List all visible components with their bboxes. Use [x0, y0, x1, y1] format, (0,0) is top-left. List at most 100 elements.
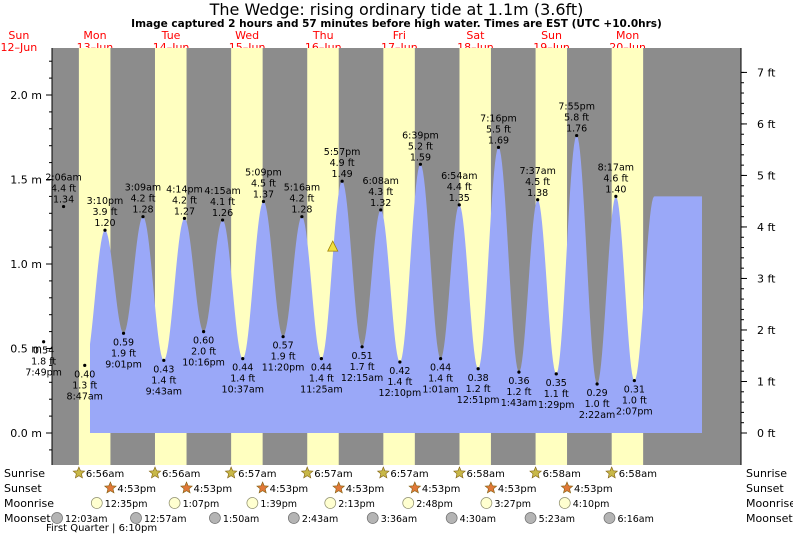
- tide-extreme-point: [439, 357, 443, 361]
- tide-feet-label: 4.2 ft: [289, 194, 314, 205]
- tide-extreme-point: [517, 370, 521, 374]
- moonrise-time: 1:07pm: [183, 499, 220, 510]
- sunset-icon: [332, 481, 346, 494]
- sunrise-time: 6:57am: [238, 469, 276, 480]
- tide-time-label: 7:49pm: [25, 368, 62, 379]
- tide-meters-label: 1.76: [566, 124, 587, 135]
- tide-meters-label: 1.27: [174, 206, 195, 217]
- tide-meters-label: 1.69: [488, 135, 509, 146]
- moonrise-time: 4:10pm: [573, 499, 610, 510]
- tide-meters-label: 0.42: [389, 366, 410, 377]
- tide-meters-label: 0.36: [508, 376, 529, 387]
- sunrise-time: 6:57am: [390, 469, 428, 480]
- moonrise-time: 12:35pm: [105, 499, 148, 510]
- tide-meters-label: 1.26: [212, 208, 233, 219]
- tide-meters-label: 1.40: [605, 184, 626, 195]
- moonset-icon: [524, 512, 537, 524]
- tide-extreme-point: [300, 215, 304, 219]
- tide-feet-label: 1.4 ft: [151, 375, 176, 386]
- tide-time-label: 3:09am: [125, 183, 161, 194]
- tide-feet-label: 2.0 ft: [191, 347, 216, 358]
- tide-extreme-point: [554, 372, 558, 376]
- tide-time-label: 6:39pm: [402, 130, 439, 141]
- tide-time-label: 4:15am: [204, 186, 240, 197]
- row-label-right-moonrise: Moonrise: [746, 497, 793, 510]
- tide-feet-label: 1.4 ft: [309, 374, 334, 385]
- moonset-time: 1:50am: [223, 514, 259, 525]
- tide-extreme-point: [379, 208, 383, 212]
- sunset-time: 4:53pm: [498, 484, 537, 495]
- tide-extreme-point: [575, 133, 579, 138]
- moonrise-time: 2:13pm: [338, 499, 375, 510]
- tide-feet-label: 1.4 ft: [387, 377, 412, 388]
- left-tick-label: 0.5 m: [10, 343, 42, 356]
- moonset-icon: [445, 512, 458, 524]
- row-label-right-moonset: Moonset: [746, 512, 793, 525]
- tide-feet-label: 1.3 ft: [72, 380, 97, 391]
- moonset-icon: [209, 512, 221, 524]
- tide-feet-label: 1.1 ft: [544, 389, 569, 400]
- right-tick-label: 6 ft: [757, 118, 776, 131]
- tide-meters-label: 1.32: [370, 198, 391, 209]
- tide-meters-label: 1.28: [291, 205, 312, 216]
- tide-meters-label: 1.37: [253, 189, 274, 200]
- moonset-icon: [51, 512, 63, 524]
- tide-meters-label: 0.38: [468, 373, 489, 384]
- row-label-right-sunrise: Sunrise: [746, 467, 787, 480]
- tide-time-label: 9:43am: [146, 386, 182, 397]
- tide-feet-label: 4.2 ft: [130, 194, 155, 205]
- tide-meters-label: 0.35: [546, 378, 567, 389]
- tide-time-label: 8:47am: [67, 391, 103, 402]
- tide-feet-label: 5.2 ft: [408, 141, 433, 152]
- moonrise-icon: [480, 497, 493, 509]
- tide-meters-label: 0.57: [273, 341, 294, 352]
- tide-time-label: 7:37am: [519, 166, 555, 177]
- sunset-time: 4:53pm: [574, 484, 613, 495]
- sunset-icon: [256, 481, 270, 494]
- day-label-dow: Sun: [8, 29, 29, 42]
- tide-feet-label: 1.9 ft: [111, 348, 136, 359]
- tide-time-label: 2:22am: [579, 410, 615, 421]
- tide-time-label: 3:10pm: [87, 196, 124, 207]
- tide-extreme-point: [360, 345, 364, 349]
- tide-feet-label: 1.0 ft: [585, 399, 610, 410]
- tide-meters-label: 0.60: [193, 336, 214, 347]
- left-tick-label: 2.0 m: [10, 89, 42, 102]
- moonset-time: 3:36am: [381, 514, 417, 525]
- day-label-dow: Sun: [541, 29, 562, 42]
- tide-meters-label: 0.54: [33, 346, 54, 357]
- tide-feet-label: 1.4 ft: [428, 374, 453, 385]
- tide-meters-label: 0.29: [587, 388, 608, 399]
- tide-extreme-point: [496, 145, 501, 149]
- tide-time-label: 2:07pm: [616, 407, 653, 418]
- tide-extreme-point: [202, 330, 206, 334]
- tide-extreme-point: [42, 340, 46, 344]
- sunset-icon: [484, 481, 498, 494]
- tide-meters-label: 0.59: [113, 337, 134, 348]
- left-tick-label: 1.5 m: [10, 174, 42, 187]
- tide-extreme-point: [536, 198, 540, 202]
- tide-feet-label: 4.4 ft: [51, 184, 76, 195]
- tide-feet-label: 5.5 ft: [486, 124, 511, 135]
- tide-time-label: 12:15am: [341, 373, 383, 384]
- day-label-dow: Mon: [83, 29, 106, 42]
- day-label-dow: Fri: [393, 29, 406, 42]
- tide-time-label: 11:25am: [300, 385, 342, 396]
- tide-feet-label: 4.3 ft: [368, 187, 393, 198]
- right-tick-label: 0 ft: [757, 427, 776, 440]
- sunset-icon: [103, 481, 117, 494]
- tide-meters-label: 0.44: [311, 363, 332, 374]
- day-label-dow: Tue: [161, 29, 181, 42]
- moonset-icon: [130, 512, 142, 524]
- current-tide-marker: [327, 240, 339, 252]
- tide-extreme-point: [457, 203, 461, 207]
- moonset-time: 2:43am: [302, 514, 338, 525]
- tide-extreme-point: [162, 358, 166, 362]
- sunset-icon: [180, 481, 193, 494]
- tide-extreme-point: [632, 379, 636, 383]
- tide-feet-label: 4.9 ft: [330, 158, 355, 169]
- tide-time-label: 12:10pm: [379, 388, 422, 399]
- left-tick-label: 0.0 m: [10, 427, 42, 440]
- day-label-dow: Sat: [466, 29, 485, 42]
